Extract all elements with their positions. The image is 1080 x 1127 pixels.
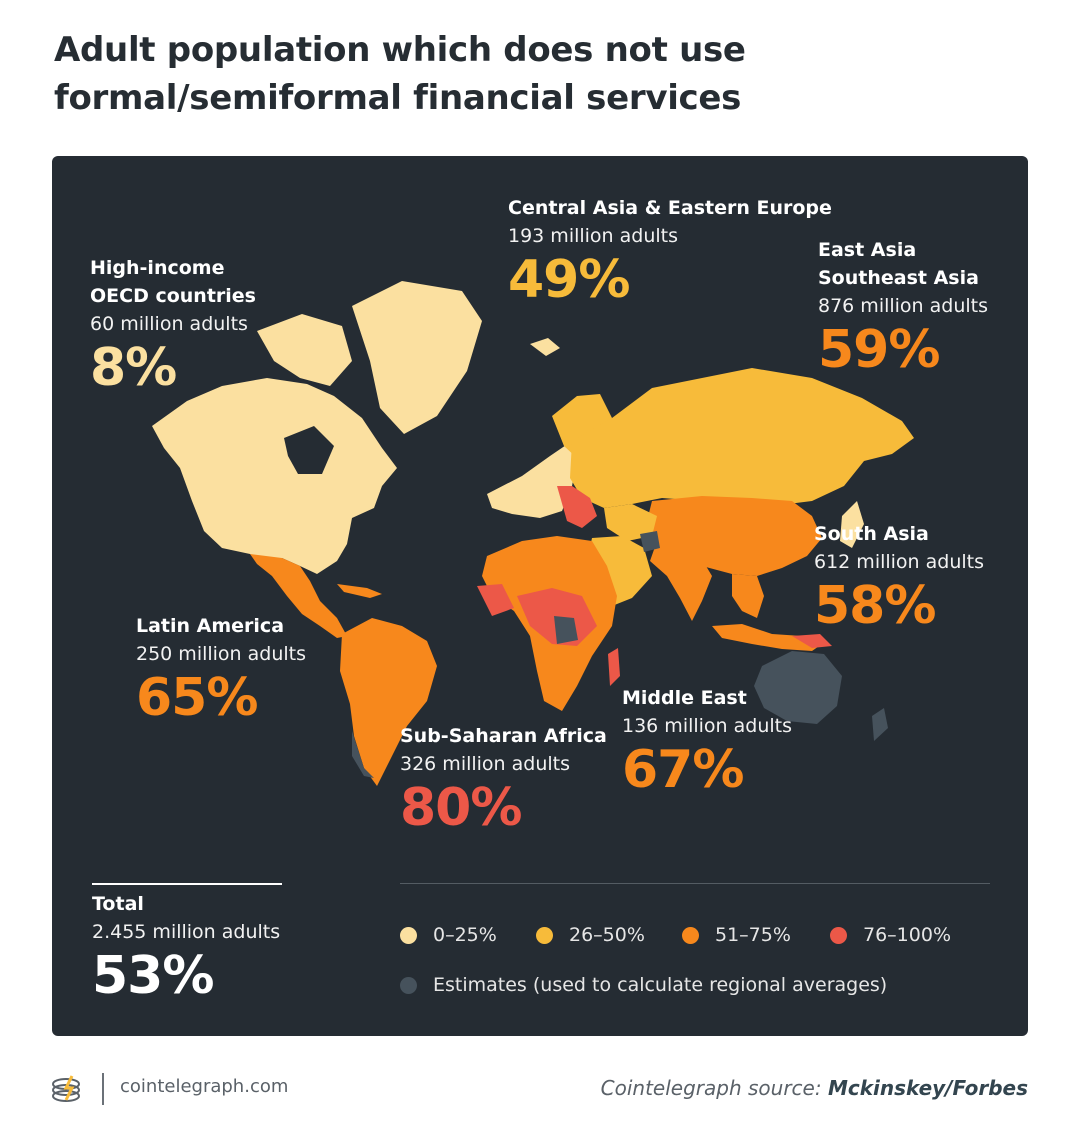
total-divider <box>92 883 282 885</box>
page-title: Adult population which does not use form… <box>54 26 954 122</box>
world-map <box>152 281 914 786</box>
map-russia <box>570 368 914 508</box>
total-label: Total <box>92 893 144 915</box>
total-adults: 2.455 million adults <box>92 921 281 943</box>
map-south-america <box>340 618 437 786</box>
region-name: Latin America <box>136 615 285 637</box>
legend-item-estimates: Estimates (used to calculate regional av… <box>400 974 887 996</box>
legend-label: 76–100% <box>863 924 951 946</box>
map-south-america-tip <box>352 731 374 778</box>
region-percent: 59% <box>818 320 940 380</box>
map-australia <box>754 651 842 724</box>
region-high-income-oecd: High-income OECD countries 60 million ad… <box>90 254 256 398</box>
map-southeast-asia <box>732 574 764 618</box>
legend-item-51-75: 51–75% <box>682 924 791 946</box>
legend-dot-icon <box>400 926 417 944</box>
total-summary: Total 2.455 million adults 53% <box>92 890 280 1006</box>
legend-dot-icon <box>682 926 699 944</box>
legend-item-26-50: 26–50% <box>536 924 645 946</box>
footer-divider <box>102 1073 104 1105</box>
legend-dot-icon <box>400 976 417 994</box>
region-adults: 876 million adults <box>818 295 989 317</box>
title-line-1: Adult population which does not use <box>54 30 746 70</box>
region-east-asia: East Asia Southeast Asia 876 million adu… <box>818 236 988 380</box>
map-africa-estimates <box>554 616 578 644</box>
map-new-guinea <box>792 634 832 648</box>
region-percent: 65% <box>136 668 258 728</box>
map-japan <box>840 501 864 548</box>
region-central-asia-eastern-europe: Central Asia & Eastern Europe 193 millio… <box>508 194 832 310</box>
map-madagascar <box>608 648 620 686</box>
region-name: South Asia <box>814 523 929 545</box>
region-sub-saharan-africa: Sub-Saharan Africa 326 million adults 80… <box>400 722 607 838</box>
map-central-asia <box>604 504 657 541</box>
region-adults: 250 million adults <box>136 643 307 665</box>
map-new-zealand <box>872 708 888 741</box>
map-west-africa <box>477 584 514 616</box>
map-central-america <box>250 554 347 638</box>
region-percent: 8% <box>90 338 177 398</box>
legend-label: 26–50% <box>569 924 645 946</box>
region-south-asia: South Asia 612 million adults 58% <box>814 520 984 636</box>
region-percent: 80% <box>400 778 522 838</box>
map-caribbean <box>337 584 382 598</box>
region-percent: 58% <box>814 576 936 636</box>
legend-item-76-100: 76–100% <box>830 924 951 946</box>
region-adults: 136 million adults <box>622 715 793 737</box>
legend-dot-icon <box>830 926 847 944</box>
region-percent: 67% <box>622 740 744 800</box>
legend-item-0-25: 0–25% <box>400 924 497 946</box>
region-middle-east: Middle East 136 million adults 67% <box>622 684 792 800</box>
footer-site-link[interactable]: cointelegraph.com <box>120 1076 289 1097</box>
map-hudson-bay <box>284 426 334 474</box>
region-adults: 326 million adults <box>400 753 571 775</box>
region-percent: 49% <box>508 250 630 310</box>
legend-label: Estimates (used to calculate regional av… <box>433 974 888 996</box>
region-name: Central Asia & Eastern Europe <box>508 197 832 219</box>
map-indonesia <box>712 624 822 651</box>
region-adults: 612 million adults <box>814 551 985 573</box>
cointelegraph-logo-icon <box>52 1075 80 1102</box>
map-afghanistan <box>640 531 660 552</box>
region-name: Sub-Saharan Africa <box>400 725 607 747</box>
region-name: High-income OECD countries <box>90 257 256 307</box>
map-arctic-islands <box>257 314 352 386</box>
region-name: Middle East <box>622 687 747 709</box>
region-adults: 193 million adults <box>508 225 679 247</box>
source-name: Mckinskey/Forbes <box>827 1076 1028 1100</box>
total-percent: 53% <box>92 946 214 1006</box>
legend-label: 51–75% <box>715 924 791 946</box>
source-prefix: Cointelegraph source: <box>600 1076 828 1100</box>
map-western-europe <box>487 441 577 518</box>
legend-label: 0–25% <box>433 924 497 946</box>
map-india <box>650 541 712 621</box>
title-line-2: formal/semiformal financial services <box>54 78 742 118</box>
footer-source: Cointelegraph source: Mckinskey/Forbes <box>601 1076 1028 1100</box>
map-iceland <box>530 338 560 356</box>
region-name: East Asia Southeast Asia <box>818 239 979 289</box>
region-adults: 60 million adults <box>90 313 248 335</box>
region-latin-america: Latin America 250 million adults 65% <box>136 612 306 728</box>
legend-dot-icon <box>536 926 553 944</box>
legend-divider <box>400 883 990 884</box>
map-north-america <box>152 378 397 574</box>
map-panel: High-income OECD countries 60 million ad… <box>52 156 1028 1036</box>
map-greenland <box>352 281 482 434</box>
map-eastern-europe <box>557 486 597 528</box>
